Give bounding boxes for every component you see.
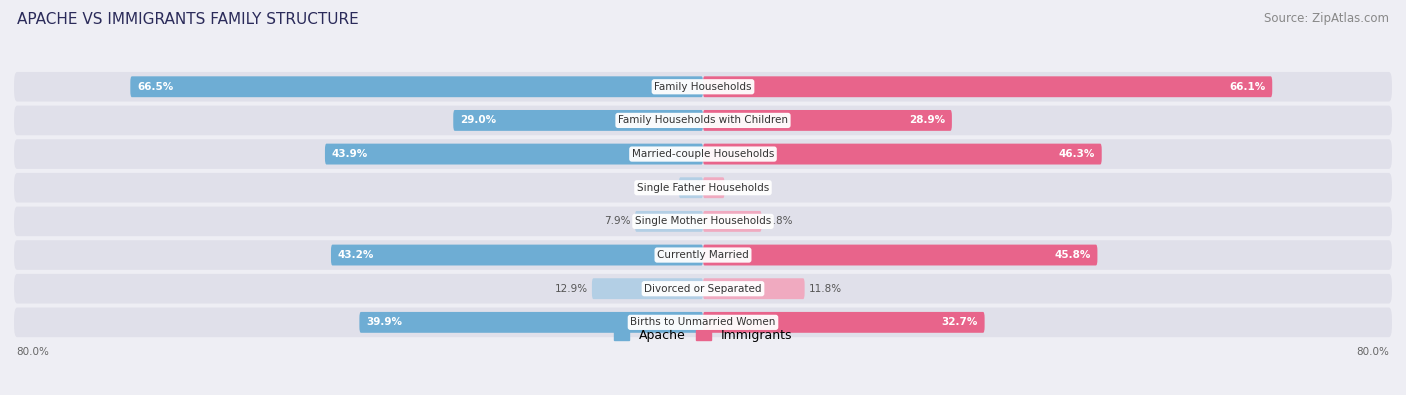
FancyBboxPatch shape — [703, 76, 1272, 97]
Text: Family Households with Children: Family Households with Children — [619, 115, 787, 126]
FancyBboxPatch shape — [14, 139, 1392, 169]
Text: 28.9%: 28.9% — [908, 115, 945, 126]
Text: Family Households: Family Households — [654, 82, 752, 92]
Text: 66.5%: 66.5% — [138, 82, 173, 92]
Text: 7.9%: 7.9% — [605, 216, 631, 226]
Text: Divorced or Separated: Divorced or Separated — [644, 284, 762, 294]
FancyBboxPatch shape — [703, 144, 1102, 164]
FancyBboxPatch shape — [703, 245, 1098, 265]
Text: Single Mother Households: Single Mother Households — [636, 216, 770, 226]
FancyBboxPatch shape — [592, 278, 703, 299]
Text: Currently Married: Currently Married — [657, 250, 749, 260]
FancyBboxPatch shape — [703, 177, 724, 198]
Text: 66.1%: 66.1% — [1229, 82, 1265, 92]
FancyBboxPatch shape — [14, 308, 1392, 337]
Text: 6.8%: 6.8% — [766, 216, 793, 226]
FancyBboxPatch shape — [703, 211, 762, 232]
Text: 2.8%: 2.8% — [648, 183, 675, 193]
FancyBboxPatch shape — [703, 312, 984, 333]
Text: 2.5%: 2.5% — [728, 183, 755, 193]
FancyBboxPatch shape — [453, 110, 703, 131]
FancyBboxPatch shape — [703, 110, 952, 131]
Text: 39.9%: 39.9% — [367, 317, 402, 327]
Text: 80.0%: 80.0% — [17, 346, 49, 357]
Text: 43.2%: 43.2% — [337, 250, 374, 260]
Text: 80.0%: 80.0% — [1357, 346, 1389, 357]
Text: Source: ZipAtlas.com: Source: ZipAtlas.com — [1264, 12, 1389, 25]
Text: 43.9%: 43.9% — [332, 149, 368, 159]
FancyBboxPatch shape — [131, 76, 703, 97]
FancyBboxPatch shape — [703, 278, 804, 299]
Text: Births to Unmarried Women: Births to Unmarried Women — [630, 317, 776, 327]
Text: 46.3%: 46.3% — [1059, 149, 1095, 159]
Legend: Apache, Immigrants: Apache, Immigrants — [609, 324, 797, 347]
Text: 45.8%: 45.8% — [1054, 250, 1091, 260]
FancyBboxPatch shape — [14, 105, 1392, 135]
FancyBboxPatch shape — [14, 72, 1392, 102]
FancyBboxPatch shape — [14, 207, 1392, 236]
Text: Married-couple Households: Married-couple Households — [631, 149, 775, 159]
Text: 12.9%: 12.9% — [554, 284, 588, 294]
FancyBboxPatch shape — [325, 144, 703, 164]
Text: 11.8%: 11.8% — [808, 284, 842, 294]
Text: Single Father Households: Single Father Households — [637, 183, 769, 193]
FancyBboxPatch shape — [330, 245, 703, 265]
Text: 29.0%: 29.0% — [460, 115, 496, 126]
Text: 32.7%: 32.7% — [942, 317, 977, 327]
FancyBboxPatch shape — [14, 274, 1392, 303]
FancyBboxPatch shape — [14, 240, 1392, 270]
FancyBboxPatch shape — [360, 312, 703, 333]
FancyBboxPatch shape — [636, 211, 703, 232]
FancyBboxPatch shape — [14, 173, 1392, 203]
Text: APACHE VS IMMIGRANTS FAMILY STRUCTURE: APACHE VS IMMIGRANTS FAMILY STRUCTURE — [17, 12, 359, 27]
FancyBboxPatch shape — [679, 177, 703, 198]
